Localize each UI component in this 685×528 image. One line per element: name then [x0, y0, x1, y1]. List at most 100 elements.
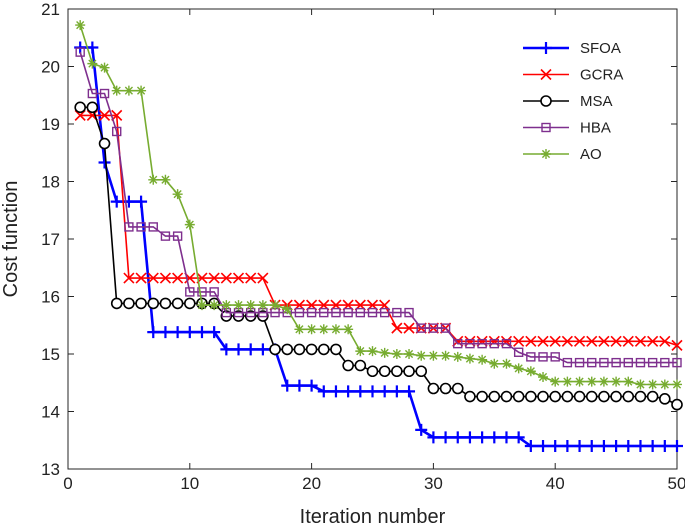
data-point [513, 363, 524, 374]
data-point [561, 390, 574, 403]
axis-ticks [67, 8, 678, 470]
data-point [622, 390, 635, 403]
data-point [585, 390, 598, 403]
legend-item-hba: HBA [523, 120, 611, 137]
data-point [86, 101, 99, 114]
data-point [123, 85, 134, 96]
data-point [562, 357, 573, 368]
data-point [526, 352, 536, 362]
data-point [343, 307, 353, 318]
data-point [318, 324, 329, 335]
data-point [306, 324, 317, 335]
y-tick-label: 14 [41, 403, 60, 422]
data-point [403, 322, 415, 334]
y-tick-label: 17 [41, 230, 60, 249]
data-point [136, 222, 146, 232]
data-point [573, 390, 586, 403]
data-point [672, 379, 682, 390]
data-point [586, 335, 598, 347]
data-point [331, 307, 341, 318]
data-point [585, 440, 598, 452]
data-point [147, 272, 159, 284]
data-point [184, 219, 195, 230]
data-point [281, 379, 294, 392]
data-point [540, 42, 552, 54]
data-point [477, 354, 488, 365]
data-point [452, 351, 463, 362]
data-point [184, 297, 196, 310]
data-point [501, 358, 512, 369]
data-point [136, 85, 147, 96]
x-tick-label: 30 [424, 474, 443, 493]
data-point [646, 440, 659, 452]
data-point [658, 440, 671, 452]
data-point [281, 343, 294, 356]
data-point [391, 365, 403, 378]
data-point [244, 343, 257, 356]
data-point [98, 137, 111, 150]
data-point [257, 272, 269, 284]
data-point [659, 379, 670, 390]
data-point [574, 357, 585, 368]
data-point [209, 287, 219, 297]
data-point [403, 365, 415, 378]
data-point [476, 390, 488, 403]
data-point [343, 324, 354, 335]
data-point [574, 376, 585, 387]
data-point [159, 272, 172, 284]
data-point [270, 300, 281, 311]
data-point [512, 390, 525, 403]
data-point [403, 385, 416, 398]
data-point [415, 365, 428, 378]
data-point [465, 338, 475, 349]
data-point [124, 222, 134, 232]
data-point [391, 322, 403, 334]
data-point [195, 326, 208, 339]
data-point [112, 126, 122, 137]
data-point [453, 338, 463, 349]
data-point [183, 326, 196, 339]
data-point [221, 300, 232, 311]
data-point [282, 304, 293, 315]
data-point [123, 272, 135, 284]
data-point [294, 324, 305, 335]
data-point [659, 393, 671, 405]
data-point [87, 58, 98, 69]
data-point [672, 357, 682, 368]
data-point [160, 231, 171, 241]
data-point [610, 335, 622, 347]
data-point [330, 343, 342, 356]
data-point [598, 390, 610, 403]
series-sfoa [74, 41, 683, 452]
series-ao [75, 20, 682, 390]
data-point [147, 326, 160, 339]
data-point [573, 335, 586, 347]
data-point [659, 335, 671, 347]
data-point [599, 357, 609, 368]
data-point [220, 272, 232, 284]
data-point [172, 272, 184, 284]
data-point [135, 272, 147, 284]
data-point [171, 297, 184, 310]
x-tick-label: 0 [63, 474, 72, 493]
data-point [513, 335, 525, 347]
data-point [123, 297, 135, 310]
data-point [111, 85, 122, 96]
data-point [342, 385, 355, 398]
data-point [354, 359, 367, 372]
data-point [525, 335, 537, 347]
data-point [647, 379, 658, 390]
data-point [98, 109, 111, 121]
data-point [464, 353, 475, 364]
legend: SFOA GCRA MSA HBA AO [513, 33, 663, 165]
data-point [232, 343, 245, 356]
data-point [489, 358, 500, 369]
data-point [550, 376, 561, 387]
data-point [305, 343, 318, 356]
data-point [525, 390, 537, 403]
data-point [269, 343, 281, 356]
data-point [355, 307, 366, 318]
data-point [391, 349, 402, 359]
data-point [159, 326, 172, 339]
data-point [293, 379, 306, 392]
